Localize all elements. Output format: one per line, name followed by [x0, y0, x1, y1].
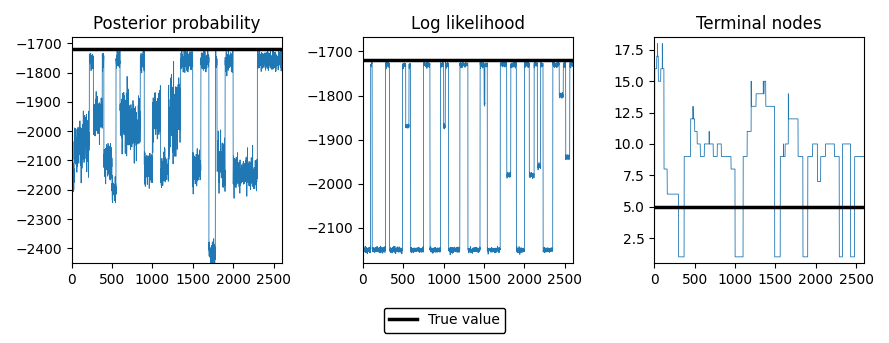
- Title: Posterior probability: Posterior probability: [93, 15, 260, 33]
- Title: Terminal nodes: Terminal nodes: [696, 15, 822, 33]
- Title: Log likelihood: Log likelihood: [411, 15, 525, 33]
- Legend: True value: True value: [383, 308, 506, 333]
